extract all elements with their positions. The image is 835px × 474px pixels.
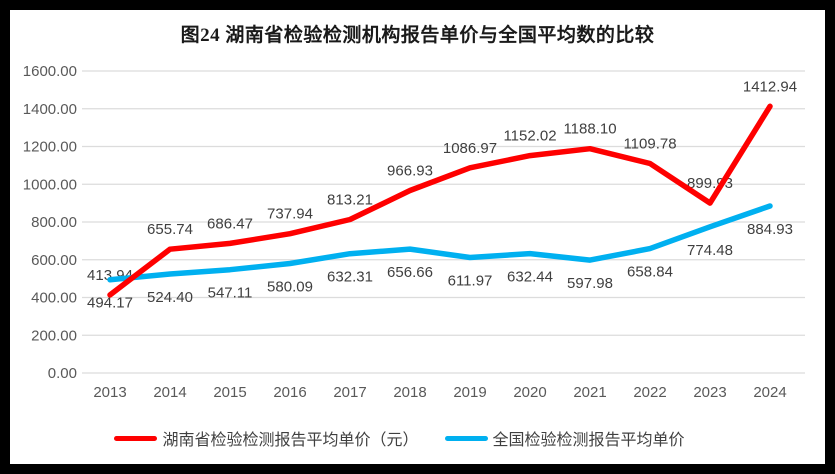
data-label: 597.98 [567, 275, 613, 292]
x-axis-tick-label: 2022 [633, 384, 666, 401]
data-label: 494.17 [87, 295, 133, 312]
data-label: 1152.02 [503, 128, 556, 145]
data-label: 966.93 [387, 162, 433, 179]
y-axis-tick-label: 1000.00 [23, 176, 77, 193]
data-label: 524.40 [147, 289, 193, 306]
data-label: 580.09 [267, 279, 313, 296]
legend-swatch-red-line [114, 435, 158, 441]
y-axis-tick-label: 1400.00 [23, 101, 77, 118]
y-axis-tick-label: 1200.00 [23, 139, 77, 156]
data-label: 737.94 [267, 206, 313, 223]
data-label: 655.74 [147, 221, 193, 238]
data-label: 1086.97 [443, 140, 497, 157]
y-axis-tick-label: 0.00 [48, 365, 77, 382]
data-label: 658.84 [627, 264, 673, 281]
x-axis-tick-label: 2018 [393, 384, 426, 401]
data-label: 813.21 [327, 192, 373, 209]
chart-title: 图24 湖南省检验检测机构报告单价与全国平均数的比较 [180, 25, 655, 46]
data-label: 547.11 [208, 285, 253, 302]
data-label: 1109.78 [623, 136, 676, 153]
data-label: 1188.10 [563, 121, 616, 138]
data-label: 611.97 [448, 272, 493, 289]
data-label: 656.66 [387, 264, 433, 281]
y-axis-tick-label: 200.00 [31, 327, 77, 344]
series-line [107, 103, 773, 298]
legend-item-hunan-series: 湖南省检验检测报告平均单价（元） [114, 426, 419, 450]
x-axis-tick-label: 2013 [93, 384, 126, 401]
chart-legend: 湖南省检验检测报告平均单价（元） 全国检验检测报告平均单价 [10, 426, 807, 450]
x-axis-tick-label: 2019 [453, 384, 486, 401]
line-chart-plot: 0.00 200.00 400.00 600.00 800.00 1000.00 1200.… [23, 63, 805, 401]
y-axis-tick-label: 400.00 [31, 290, 77, 307]
legend-label-national: 全国检验检测报告平均单价 [492, 432, 685, 449]
x-axis-tick-label: 2021 [573, 384, 606, 401]
data-label: 632.44 [507, 269, 553, 286]
x-axis-tick-label: 2024 [753, 384, 786, 401]
y-axis-tick-label: 1600.00 [23, 63, 77, 80]
y-axis-tick-label: 600.00 [31, 252, 77, 269]
data-label: 632.31 [327, 269, 373, 286]
x-axis-tick-label: 2016 [273, 384, 306, 401]
x-axis-tick-label: 2020 [513, 384, 546, 401]
x-axis-tick-label: 2015 [213, 384, 246, 401]
legend-item-national-series: 全国检验检测报告平均单价 [444, 426, 685, 450]
data-label: 774.48 [687, 242, 733, 259]
data-label: 884.93 [747, 221, 793, 238]
x-axis-tick-label: 2017 [333, 384, 366, 401]
data-label: 1412.94 [743, 78, 797, 95]
legend-swatch-blue-line [444, 435, 488, 441]
x-axis-tick-label: 2014 [153, 384, 186, 401]
series-line [107, 203, 773, 283]
x-axis-tick-label: 2023 [693, 384, 726, 401]
y-axis-tick-label: 800.00 [31, 214, 77, 231]
data-label: 686.47 [207, 215, 253, 232]
legend-label-hunan: 湖南省检验检测报告平均单价（元） [162, 432, 419, 449]
